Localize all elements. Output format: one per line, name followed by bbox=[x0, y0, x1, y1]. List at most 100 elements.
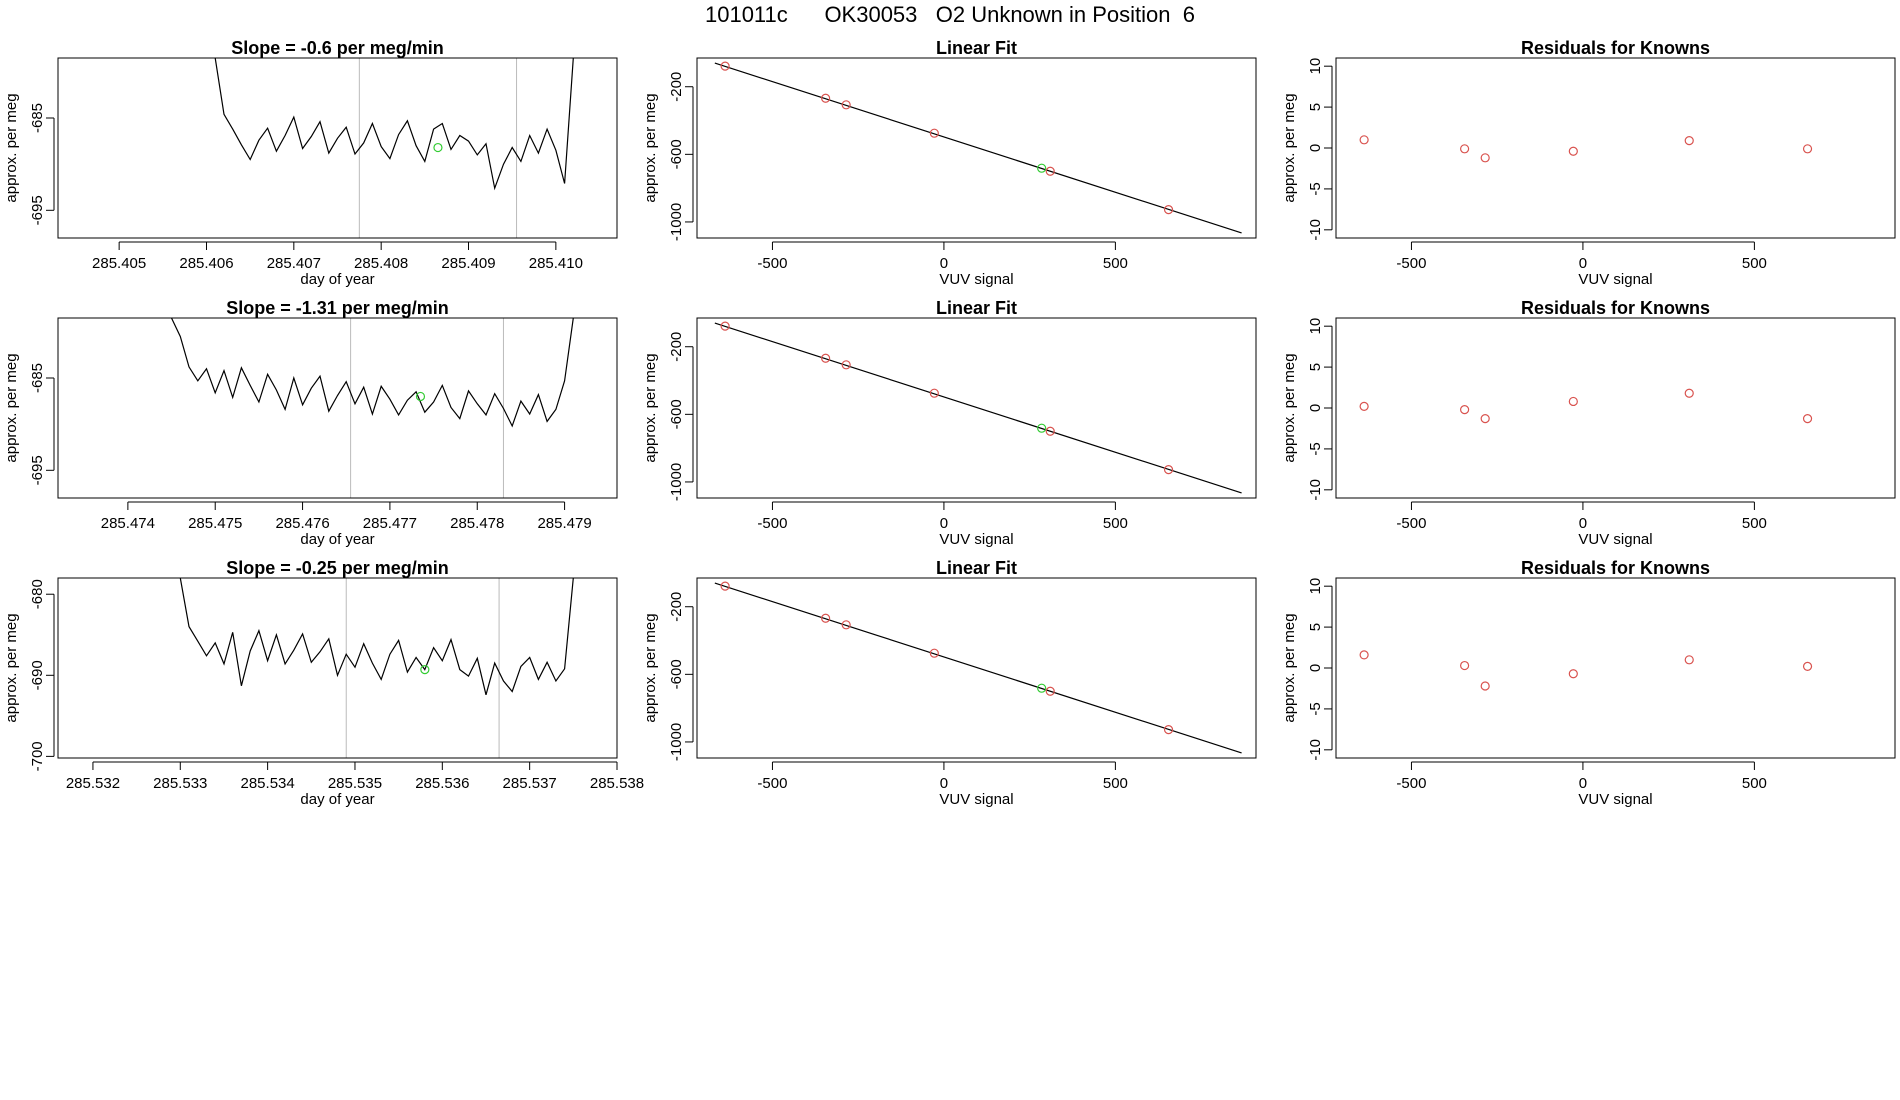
y-axis-label: approx. per meg bbox=[3, 353, 20, 462]
residual-point bbox=[1802, 414, 1813, 424]
x-tick-label: 285.474 bbox=[101, 515, 155, 532]
known-point bbox=[720, 61, 730, 71]
residual-point bbox=[1359, 650, 1369, 660]
unknown-point bbox=[433, 142, 443, 153]
known-point bbox=[1163, 725, 1174, 735]
plot-area bbox=[214, 58, 574, 238]
chart-title: Slope = -0.25 per meg/min bbox=[226, 558, 449, 578]
x-tick-label: 285.534 bbox=[241, 775, 295, 792]
plot-area bbox=[714, 61, 1242, 234]
x-tick-label: 285.405 bbox=[92, 255, 146, 272]
x-tick-label: 285.533 bbox=[153, 775, 207, 792]
unknown-point bbox=[415, 391, 426, 402]
x-tick-label: -500 bbox=[1396, 255, 1426, 272]
chart-title: Residuals for Knowns bbox=[1521, 38, 1710, 58]
x-axis-label: VUV signal bbox=[939, 531, 1013, 548]
y-tick-label: -1000 bbox=[668, 723, 685, 761]
y-tick-label: -685 bbox=[29, 363, 46, 393]
x-tick-label: 500 bbox=[1742, 775, 1767, 792]
known-point bbox=[841, 620, 851, 630]
x-tick-label: 500 bbox=[1103, 255, 1128, 272]
fit-line bbox=[714, 322, 1242, 494]
residual-point bbox=[1684, 388, 1694, 398]
chart-lf1: Linear Fit -500 0 500 VUV signal -200 -600 -100… bbox=[642, 38, 1257, 288]
chart-title: Linear Fit bbox=[936, 558, 1017, 578]
plot-frame bbox=[696, 57, 1257, 239]
x-axis-label: day of year bbox=[300, 271, 374, 288]
x-tick-label: 500 bbox=[1103, 775, 1128, 792]
x-axis-label: VUV signal bbox=[1578, 531, 1652, 548]
x-tick-label: 285.410 bbox=[529, 255, 583, 272]
y-tick-label: 10 bbox=[1307, 318, 1324, 335]
unknown-point bbox=[1037, 163, 1047, 173]
y-tick-label: -1000 bbox=[668, 463, 685, 501]
chart-res3: Residuals for Knowns -500 0 500 VUV signal 10… bbox=[1281, 558, 1896, 808]
page-title: 101011c OK30053 O2 Unknown in Position 6 bbox=[704, 2, 1195, 27]
y-tick-label: -200 bbox=[668, 592, 685, 622]
y-axis-label: approx. per meg bbox=[3, 613, 20, 722]
known-point bbox=[1163, 205, 1174, 215]
known-point bbox=[1045, 686, 1055, 696]
known-point bbox=[929, 128, 939, 138]
x-tick-label: 0 bbox=[1579, 775, 1587, 792]
y-axis-label: approx. per meg bbox=[642, 353, 659, 462]
x-axis-label: VUV signal bbox=[1578, 791, 1652, 808]
y-tick-label: -690 bbox=[29, 660, 46, 690]
chart-title: Linear Fit bbox=[936, 298, 1017, 318]
plot-frame bbox=[1335, 57, 1896, 239]
y-tick-label: -10 bbox=[1307, 739, 1324, 761]
plot-area bbox=[714, 321, 1242, 494]
x-tick-label: -500 bbox=[1396, 775, 1426, 792]
plot-area bbox=[179, 578, 574, 758]
y-tick-label: -600 bbox=[668, 659, 685, 689]
residual-point bbox=[1460, 660, 1470, 671]
y-tick-label: 5 bbox=[1307, 623, 1324, 631]
residual-point bbox=[1568, 146, 1578, 156]
residual-point bbox=[1568, 396, 1578, 407]
y-tick-label: 10 bbox=[1307, 58, 1324, 75]
x-tick-label: 500 bbox=[1742, 515, 1767, 532]
x-tick-label: 285.535 bbox=[328, 775, 382, 792]
plot-frame bbox=[57, 57, 618, 239]
x-tick-label: -500 bbox=[757, 515, 787, 532]
residual-point bbox=[1480, 681, 1490, 691]
y-axis-label: approx. per meg bbox=[1281, 93, 1298, 202]
chart-title: Slope = -1.31 per meg/min bbox=[226, 298, 449, 318]
x-axis-label: VUV signal bbox=[939, 791, 1013, 808]
x-tick-label: 0 bbox=[940, 775, 948, 792]
x-tick-label: 0 bbox=[940, 515, 948, 532]
residual-point bbox=[1480, 414, 1490, 424]
y-axis-label: approx. per meg bbox=[1281, 353, 1298, 462]
chart-res2: Residuals for Knowns -500 0 500 VUV signal 10… bbox=[1281, 298, 1896, 548]
x-tick-label: 285.408 bbox=[354, 255, 408, 272]
chart-title: Residuals for Knowns bbox=[1521, 298, 1710, 318]
x-tick-label: 0 bbox=[1579, 515, 1587, 532]
plot-frame bbox=[57, 317, 618, 499]
y-tick-label: -5 bbox=[1307, 702, 1324, 715]
y-tick-label: -680 bbox=[29, 579, 46, 609]
y-tick-label: -695 bbox=[29, 455, 46, 485]
y-tick-label: -600 bbox=[668, 399, 685, 429]
known-point bbox=[720, 581, 730, 591]
x-tick-label: 0 bbox=[940, 255, 948, 272]
known-point bbox=[821, 353, 831, 363]
chart-lf3: Linear Fit -500 0 500 VUV signal -200 -600 -100… bbox=[642, 558, 1257, 808]
y-tick-label: 0 bbox=[1307, 144, 1324, 152]
x-tick-label: 0 bbox=[1579, 255, 1587, 272]
x-tick-label: 285.478 bbox=[450, 515, 504, 532]
plot-frame bbox=[696, 577, 1257, 759]
x-tick-label: -500 bbox=[1396, 515, 1426, 532]
x-tick-label: 285.409 bbox=[441, 255, 495, 272]
x-tick-label: -500 bbox=[757, 775, 787, 792]
unknown-point bbox=[1037, 423, 1047, 433]
chart-title: Residuals for Knowns bbox=[1521, 558, 1710, 578]
plot-frame bbox=[1335, 577, 1896, 759]
plot-frame bbox=[57, 577, 618, 759]
x-tick-label: 285.407 bbox=[267, 255, 321, 272]
y-tick-label: -5 bbox=[1307, 442, 1324, 455]
y-tick-label: -1000 bbox=[668, 203, 685, 241]
residual-point bbox=[1359, 401, 1369, 411]
residual-point bbox=[1802, 144, 1813, 154]
y-tick-label: 0 bbox=[1307, 404, 1324, 412]
